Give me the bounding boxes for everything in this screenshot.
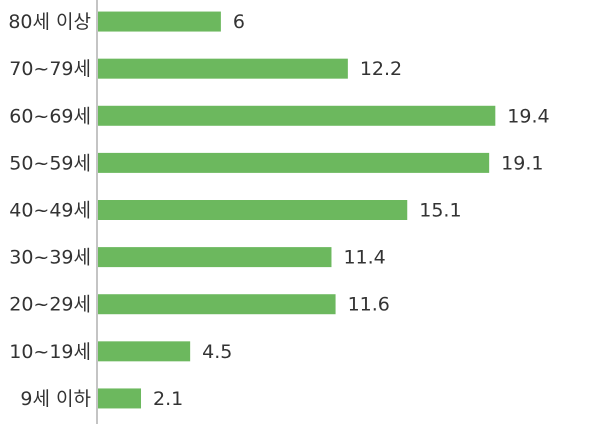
bar: [98, 11, 221, 32]
category-label: 50~59세: [9, 152, 91, 174]
value-label: 15.1: [419, 200, 461, 222]
bar: [98, 247, 332, 268]
bar: [98, 105, 496, 126]
category-label: 40~49세: [9, 200, 91, 222]
value-label: 4.5: [202, 341, 232, 363]
bar: [98, 341, 191, 362]
bar: [98, 152, 490, 173]
value-label: 19.1: [501, 152, 543, 174]
category-label: 10~19세: [9, 341, 91, 363]
category-label: 80세 이상: [8, 11, 91, 33]
category-label: 9세 이하: [20, 388, 91, 410]
bar: [98, 200, 408, 220]
bar: [98, 388, 142, 409]
bar: [98, 58, 348, 79]
bar: [98, 294, 336, 315]
category-label: 30~39세: [9, 247, 91, 269]
value-label: 11.4: [343, 247, 385, 269]
value-label: 19.4: [507, 105, 549, 127]
value-label: 6: [233, 11, 245, 33]
category-label: 70~79세: [9, 58, 91, 80]
value-label: 12.2: [360, 58, 402, 80]
value-label: 2.1: [153, 388, 183, 410]
category-label: 60~69세: [9, 105, 91, 127]
category-label: 20~29세: [9, 294, 91, 316]
value-label: 11.6: [348, 294, 390, 316]
